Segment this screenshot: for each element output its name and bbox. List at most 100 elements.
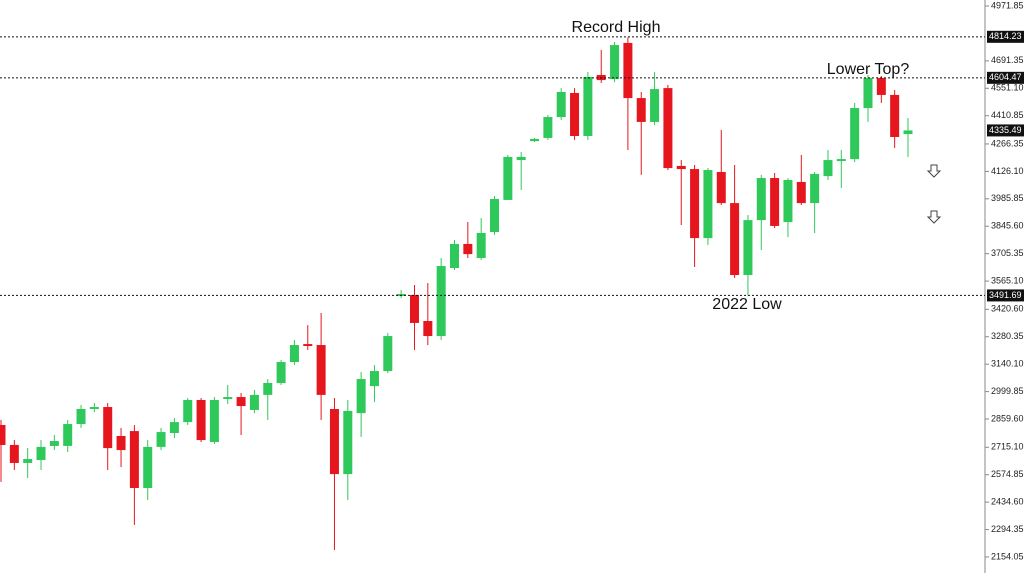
candle-body bbox=[570, 92, 580, 137]
candle-body bbox=[676, 165, 686, 170]
candle-body bbox=[530, 138, 540, 142]
candle-body bbox=[276, 362, 286, 383]
candle-body bbox=[76, 408, 86, 425]
candle-body bbox=[383, 336, 393, 372]
candle-body bbox=[289, 345, 299, 363]
candle-body bbox=[263, 382, 273, 395]
candle-body bbox=[636, 98, 646, 122]
candle-body bbox=[543, 117, 553, 138]
candle-body bbox=[836, 159, 846, 162]
candle-body bbox=[169, 422, 179, 434]
candle-body bbox=[303, 344, 313, 347]
candle-body bbox=[343, 410, 353, 475]
candle-body bbox=[663, 88, 673, 169]
price-box bbox=[987, 124, 1024, 137]
candle-body bbox=[63, 424, 73, 446]
candle-body bbox=[903, 130, 913, 135]
y-tick-label: 2999.85 bbox=[991, 386, 1024, 396]
candle-body bbox=[116, 435, 126, 451]
y-tick-label: 4266.35 bbox=[991, 138, 1024, 148]
y-tick-label: 2154.05 bbox=[991, 551, 1024, 561]
y-tick-label: 3845.60 bbox=[991, 221, 1024, 231]
price-box-label: 3491.69 bbox=[989, 290, 1022, 300]
candle-body bbox=[369, 371, 379, 387]
price-box-label: 4335.49 bbox=[989, 125, 1022, 135]
candle-body bbox=[556, 92, 566, 118]
y-tick-label: 3140.10 bbox=[991, 359, 1024, 369]
candle-body bbox=[183, 399, 193, 423]
candle-body bbox=[716, 171, 726, 204]
candle-body bbox=[770, 178, 780, 226]
candle-body bbox=[423, 320, 433, 337]
candle-body bbox=[156, 432, 166, 447]
candle-body bbox=[623, 42, 633, 99]
annotation: Record High bbox=[572, 19, 661, 36]
y-tick-label: 3565.10 bbox=[991, 275, 1024, 285]
candle-body bbox=[223, 397, 233, 400]
candle-body bbox=[690, 169, 700, 239]
candle-body bbox=[850, 108, 860, 160]
candle-body bbox=[476, 232, 486, 259]
price-box-label: 4604.47 bbox=[989, 72, 1022, 82]
candle-body bbox=[89, 407, 99, 409]
y-tick-label: 4971.85 bbox=[991, 0, 1024, 10]
y-tick-label: 2434.60 bbox=[991, 497, 1024, 507]
candle-body bbox=[436, 266, 446, 337]
candle-body bbox=[703, 170, 713, 239]
annotation: 2022 Low bbox=[712, 296, 782, 313]
candle-body bbox=[490, 198, 500, 233]
candle-body bbox=[810, 173, 820, 204]
candle-body bbox=[876, 77, 886, 95]
candle-body bbox=[783, 180, 793, 223]
candle-body bbox=[863, 77, 873, 109]
candle-body bbox=[129, 431, 139, 488]
candle-body bbox=[9, 444, 19, 463]
candle-body bbox=[249, 394, 259, 410]
price-box bbox=[987, 289, 1024, 302]
y-tick-label: 3280.35 bbox=[991, 331, 1024, 341]
y-tick-label: 2294.35 bbox=[991, 524, 1024, 534]
y-tick-label: 4551.10 bbox=[991, 83, 1024, 93]
candle-body bbox=[450, 243, 459, 268]
candle-body bbox=[196, 399, 206, 441]
candle-body bbox=[730, 203, 740, 276]
y-tick-label: 3705.35 bbox=[991, 248, 1024, 258]
candle-body bbox=[329, 408, 339, 475]
candle-body bbox=[743, 220, 753, 276]
candle-body bbox=[103, 407, 113, 449]
candle-body bbox=[0, 425, 6, 445]
candle-body bbox=[583, 76, 593, 137]
candle-body bbox=[49, 441, 59, 446]
candle-body bbox=[209, 399, 219, 443]
candle-body bbox=[796, 181, 806, 204]
price-box bbox=[987, 71, 1024, 84]
candle-body bbox=[503, 156, 513, 200]
down-arrow bbox=[926, 164, 942, 178]
y-tick-label: 3985.85 bbox=[991, 193, 1024, 203]
down-arrow bbox=[926, 210, 942, 224]
y-tick-label: 4126.10 bbox=[991, 166, 1024, 176]
y-tick-label: 3420.60 bbox=[991, 304, 1024, 314]
candle-body bbox=[236, 397, 246, 407]
y-tick-label: 4410.85 bbox=[991, 110, 1024, 120]
candle-body bbox=[650, 89, 660, 122]
candle-body bbox=[610, 45, 620, 80]
y-tick-label: 4691.35 bbox=[991, 55, 1024, 65]
y-tick-label: 2574.85 bbox=[991, 469, 1024, 479]
annotation: Lower Top? bbox=[827, 61, 910, 78]
candle-body bbox=[316, 345, 326, 395]
price-box-label: 4814.23 bbox=[989, 31, 1022, 41]
y-tick-label: 2859.60 bbox=[991, 413, 1024, 423]
y-tick-label: 2715.10 bbox=[991, 442, 1024, 452]
candle-body bbox=[23, 459, 33, 463]
candle-body bbox=[516, 156, 526, 161]
candle-body bbox=[409, 294, 419, 323]
candle-body bbox=[143, 446, 153, 488]
candle-body bbox=[356, 379, 366, 414]
candle-body bbox=[463, 243, 473, 255]
candle-body bbox=[756, 178, 766, 221]
candle-body bbox=[823, 160, 833, 177]
price-box bbox=[987, 30, 1024, 43]
